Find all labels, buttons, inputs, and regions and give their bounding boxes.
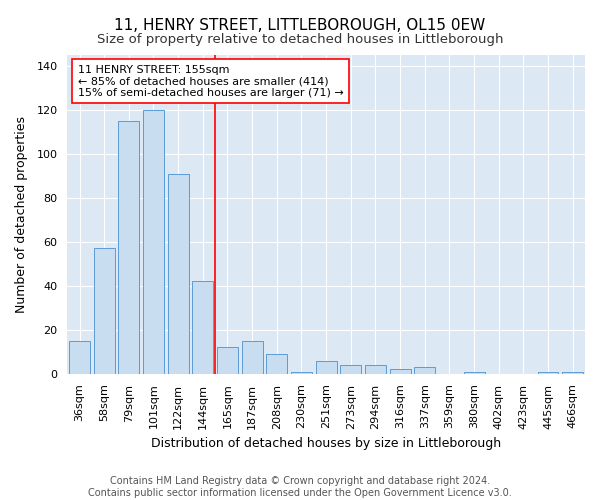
Bar xyxy=(562,372,583,374)
Bar xyxy=(69,341,90,374)
Bar xyxy=(414,367,435,374)
Bar xyxy=(389,370,410,374)
Bar xyxy=(94,248,115,374)
Text: Size of property relative to detached houses in Littleborough: Size of property relative to detached ho… xyxy=(97,32,503,46)
Text: Contains HM Land Registry data © Crown copyright and database right 2024.
Contai: Contains HM Land Registry data © Crown c… xyxy=(88,476,512,498)
Bar xyxy=(291,372,312,374)
Bar xyxy=(118,121,139,374)
X-axis label: Distribution of detached houses by size in Littleborough: Distribution of detached houses by size … xyxy=(151,437,501,450)
Bar xyxy=(464,372,485,374)
Bar xyxy=(340,365,361,374)
Bar xyxy=(193,282,213,374)
Bar xyxy=(365,365,386,374)
Bar xyxy=(316,360,337,374)
Bar xyxy=(143,110,164,374)
Text: 11 HENRY STREET: 155sqm
← 85% of detached houses are smaller (414)
15% of semi-d: 11 HENRY STREET: 155sqm ← 85% of detache… xyxy=(77,64,343,98)
Bar xyxy=(167,174,188,374)
Bar xyxy=(266,354,287,374)
Bar xyxy=(538,372,559,374)
Y-axis label: Number of detached properties: Number of detached properties xyxy=(15,116,28,313)
Bar xyxy=(242,341,263,374)
Text: 11, HENRY STREET, LITTLEBOROUGH, OL15 0EW: 11, HENRY STREET, LITTLEBOROUGH, OL15 0E… xyxy=(115,18,485,32)
Bar xyxy=(217,348,238,374)
